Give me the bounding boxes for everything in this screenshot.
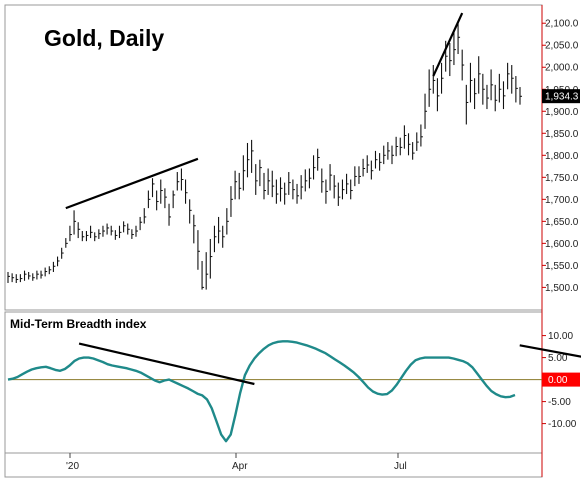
- price-panel-frame: [4, 4, 543, 311]
- last-price-label: 1,934.3: [545, 92, 579, 103]
- price-tick-label: 1,500.0: [545, 283, 579, 294]
- time-axis-frame: [4, 452, 543, 478]
- time-tick-label: '20: [66, 461, 79, 472]
- price-tick-label: 2,000.0: [545, 63, 579, 74]
- breadth-trendlines: [78, 342, 581, 386]
- last-price-badge-bg: [542, 89, 580, 104]
- price-trendlines: [65, 12, 464, 210]
- price-tick-label: 1,850.0: [545, 129, 579, 140]
- breadth-chart-title: Mid-Term Breadth index: [10, 317, 147, 331]
- time-tick-label: Apr: [232, 461, 248, 472]
- breadth-tick-label: -5.00: [548, 397, 571, 408]
- time-axis: '20 Apr Jul: [66, 453, 407, 472]
- breadth-axis-ticks: 10.00 5.00 -5.00 -10.00: [542, 331, 577, 430]
- breadth-panel-frame: [4, 311, 543, 454]
- price-chart-title: Gold, Daily: [44, 25, 164, 51]
- price-tick-label: 1,800.0: [545, 151, 579, 162]
- price-trendline: [432, 12, 464, 77]
- price-tick-label: 1,650.0: [545, 217, 579, 228]
- breadth-series-line: [7, 340, 516, 443]
- zero-badge-bg: [542, 372, 580, 387]
- price-trendline: [65, 157, 199, 210]
- time-tick-label: Jul: [394, 461, 407, 472]
- breadth-trendline: [519, 344, 581, 358]
- breadth-zero-line: 0.00: [8, 372, 580, 387]
- price-bars: [7, 23, 522, 290]
- breadth-trendline: [78, 342, 255, 386]
- price-tick-label: 2,050.0: [545, 41, 579, 52]
- price-tick-label: 1,900.0: [545, 107, 579, 118]
- price-axis-ticks: 1,500.0 1,550.0 1,600.0 1,650.0 1,700.0 1,750…: [542, 19, 579, 294]
- zero-label: 0.00: [548, 375, 568, 386]
- price-tick-label: 1,600.0: [545, 239, 579, 250]
- breadth-series: [7, 340, 516, 443]
- breadth-tick-label: 10.00: [548, 331, 573, 342]
- breadth-tick-label: 5.00: [548, 353, 568, 364]
- price-tick-label: 2,100.0: [545, 19, 579, 30]
- price-tick-label: 1,550.0: [545, 261, 579, 272]
- price-tick-label: 1,750.0: [545, 173, 579, 184]
- last-price-badge: 1,934.3: [542, 89, 580, 104]
- price-tick-label: 1,700.0: [545, 195, 579, 206]
- breadth-tick-label: -10.00: [548, 419, 577, 430]
